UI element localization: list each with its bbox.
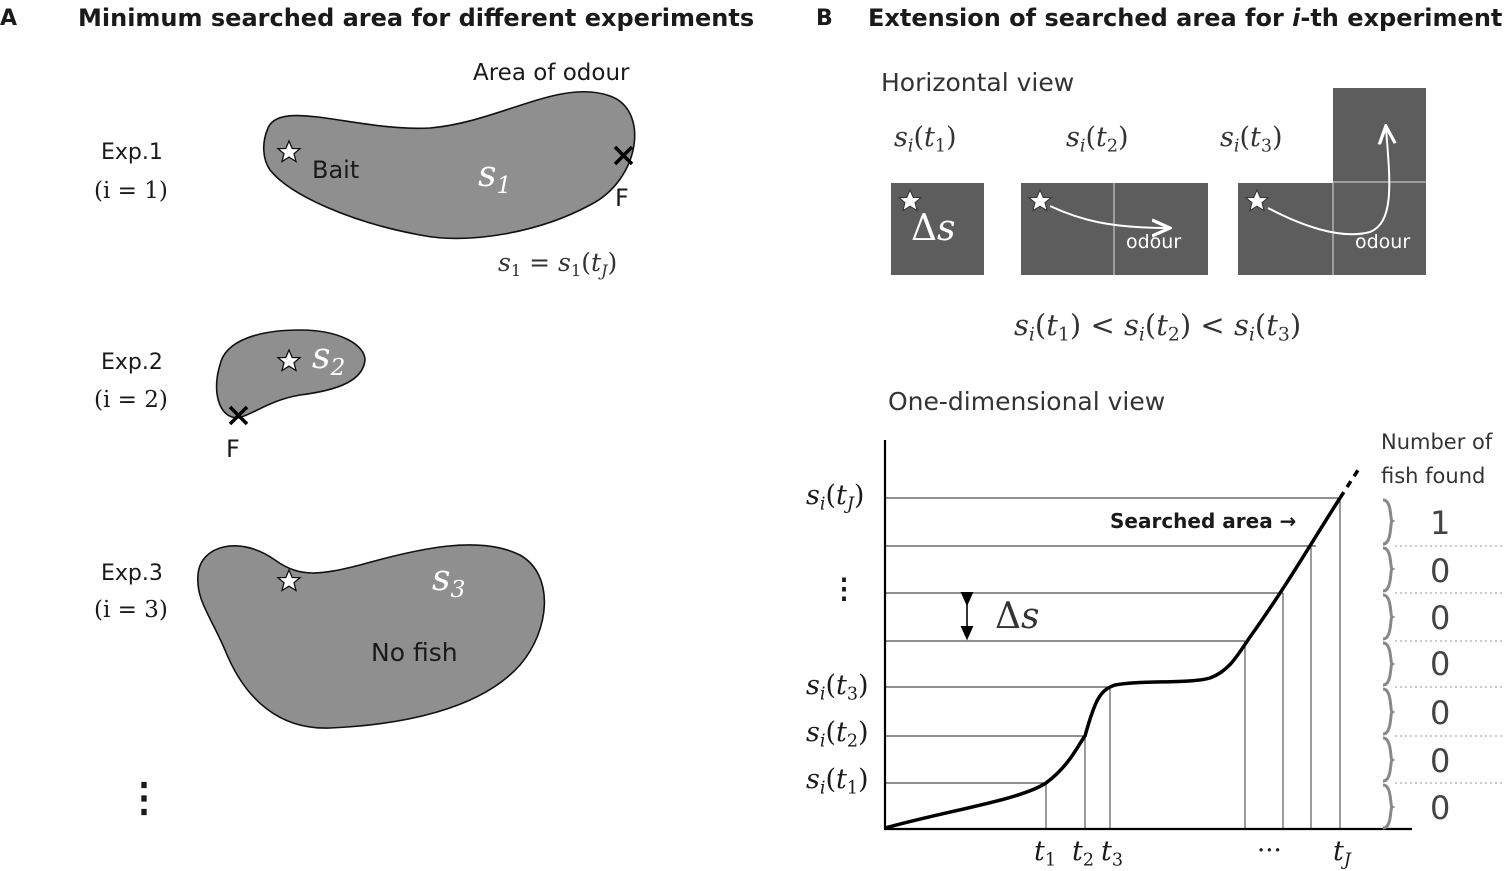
box-t2-odour-label: odour [1126,231,1182,253]
panel-a-continuation: ⋮ [124,774,164,821]
fish-count-row-5: 0 [1430,694,1451,732]
exp2-label: Exp.2 [101,350,163,375]
x-label-ellipsis: ··· [1257,836,1282,866]
x-label-t1: t1 [1034,836,1057,871]
box-t2-arrow-icon [1049,205,1168,228]
fish-count-row-2: 0 [1430,552,1451,590]
exp1-region-label: s1 [478,154,512,200]
graph-gridlines [885,497,1341,828]
number-of-fish-found-header: Number of fish found [1381,425,1492,493]
y-label-t3: si(t3) [806,670,869,705]
exp3-index: (i = 3) [94,597,168,623]
box-t3-label: si(t3) [1220,122,1283,157]
number-of-fish-found-line1: Number of [1381,430,1493,454]
inequality: si(t1) < si(t2) < si(t3) [1014,308,1302,346]
box-t3-arrow-icon [1267,128,1389,236]
exp1-blob [262,91,636,240]
box-t3-odour-label: odour [1355,231,1411,253]
fish-count-row-7: 0 [1430,789,1451,827]
fish-row-dotted-lines [1395,545,1505,784]
exp2-fish-cross-icon [228,405,249,426]
fish-count-row-4: 0 [1430,645,1451,683]
area-of-odour-label: Area of odour [473,60,630,86]
box-t3 [1238,88,1426,275]
box-t3-star-icon [1244,188,1270,212]
panel-b-title: Extension of searched area for i-th expe… [868,4,1503,32]
panel-b-letter: B [816,6,833,31]
box-t1 [891,183,984,275]
fish-count-row-3: 0 [1430,599,1451,637]
fish-count-row-1: 1 [1430,504,1451,542]
box-t2 [1021,183,1208,275]
panel-a-letter: A [0,6,18,31]
x-label-t2: t2 [1072,836,1095,871]
exp2-index: (i = 2) [94,387,168,413]
exp1-index: (i = 1) [94,178,168,204]
y-label-t2: si(t2) [806,717,869,752]
box-t2-star-icon [1027,188,1053,212]
exp3-region-label: s3 [432,558,466,604]
searched-area-curve-extension [1338,466,1362,499]
exp2-region-label: s2 [312,336,346,382]
x-label-t3: t3 [1101,836,1124,871]
one-dim-view-label: One-dimensional view [888,387,1166,416]
exp1-bait-star-icon [276,139,302,163]
panel-a-title: Minimum searched area for different expe… [78,4,755,32]
searched-area-label: Searched area → [1110,509,1297,533]
exp1-label: Exp.1 [101,140,163,165]
fish-count-braces [1382,498,1396,830]
y-label-ellipsis: ⋮ [830,572,858,605]
box-t2-label: si(t2) [1066,122,1129,157]
number-of-fish-found-line2: fish found [1381,464,1486,488]
x-label-tJ: tJ [1333,836,1351,871]
y-label-tJ: si(tJ) [806,480,865,515]
searched-area-curve [884,497,1342,830]
exp1-fish-label: F [615,184,629,212]
exp3-blob [197,544,546,729]
exp1-fish-cross-icon [613,145,634,166]
graph-axes [883,440,1412,831]
fish-count-row-6: 0 [1430,742,1451,780]
exp2-fish-label: F [226,435,240,463]
y-label-t1: si(t1) [806,764,869,799]
exp2-bait-star-icon [276,348,302,372]
box-t1-delta-s: Δs [911,208,956,249]
exp3-label: Exp.3 [101,561,163,586]
horizontal-view-label: Horizontal view [881,68,1075,97]
exp1-bait-label: Bait [312,156,360,184]
box-t1-label: si(t1) [894,122,957,157]
delta-s-label: Δs [995,596,1040,637]
box-t1-star-icon [897,188,923,212]
exp1-equation: s1 = s1(tJ) [498,248,618,280]
exp3-bait-star-icon [276,568,302,592]
exp3-no-fish-label: No fish [371,638,458,667]
